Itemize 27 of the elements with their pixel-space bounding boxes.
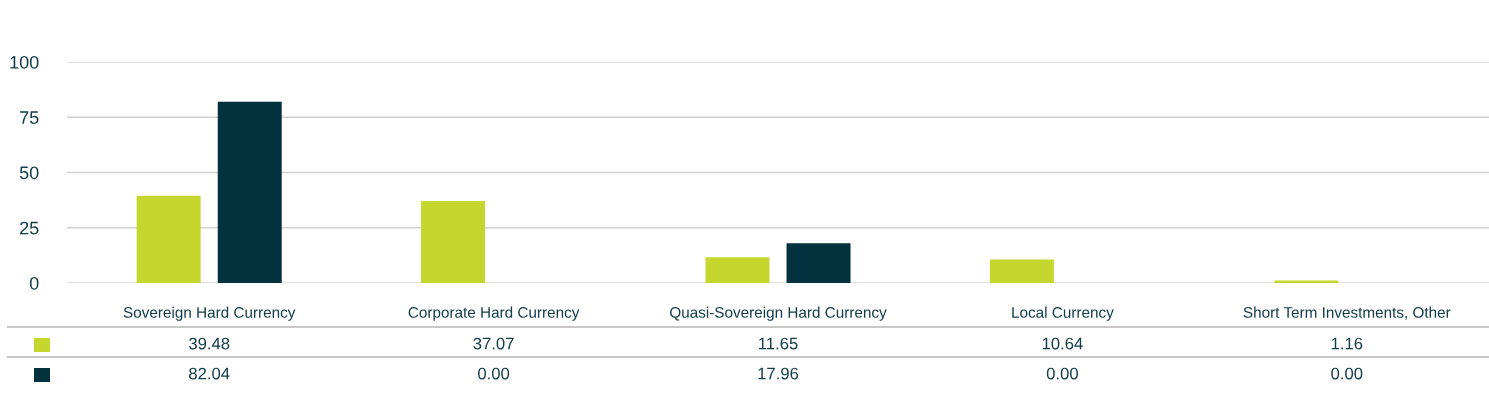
x-tick-label: Short Term Investments, Other (1243, 306, 1451, 320)
x-tick-label: Corporate Hard Currency (408, 306, 580, 321)
bar (786, 243, 851, 283)
bar (989, 259, 1054, 283)
data-label: 82.04 (189, 367, 230, 380)
bar (421, 201, 486, 283)
bar (136, 195, 201, 283)
y-tick-label: 50 (19, 166, 39, 180)
data-label: 17.96 (758, 367, 799, 380)
data-label: 37.07 (473, 337, 514, 350)
data-label: 10.64 (1042, 337, 1083, 350)
data-label: 39.48 (188, 337, 230, 350)
bar (217, 101, 282, 283)
x-tick-label: Sovereign Hard Currency (123, 306, 296, 321)
bar (1274, 280, 1339, 283)
y-tick-label: 75 (20, 111, 39, 124)
data-label: 11.65 (759, 337, 798, 350)
data-label: 0.00 (1331, 367, 1363, 380)
bar (705, 257, 770, 283)
x-tick-label: Local Currency (1012, 306, 1114, 321)
y-tick-label: 0 (29, 276, 39, 290)
x-tick-label: Quasi-Sovereign Hard Currency (670, 306, 887, 321)
y-tick-label: 100 (10, 55, 39, 69)
data-label: 0.00 (1046, 367, 1078, 380)
y-tick-label: 25 (20, 221, 39, 235)
data-label: 1.16 (1331, 337, 1363, 350)
data-label: 0.00 (478, 367, 510, 380)
